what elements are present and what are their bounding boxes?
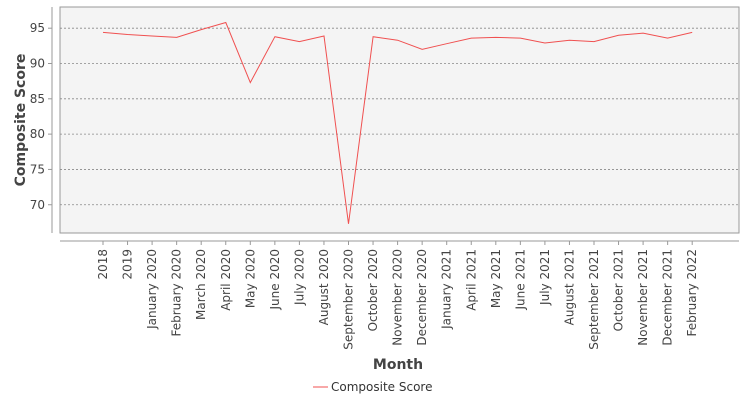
data-point [421, 48, 424, 51]
data-point [372, 35, 375, 38]
y-axis: 70 75 80 85 90 95 [30, 7, 53, 233]
data-point [519, 37, 522, 40]
data-point [617, 34, 620, 37]
x-tick-label: August 2021 [562, 249, 576, 325]
data-point [593, 40, 596, 43]
data-point [691, 31, 694, 34]
x-tick-label: October 2020 [366, 249, 380, 331]
data-point [102, 31, 105, 34]
x-tick-label: January 2021 [440, 249, 454, 330]
x-tick-label: July 2021 [538, 249, 552, 306]
x-tick-label: November 2020 [391, 249, 405, 346]
y-tick-label: 85 [30, 92, 45, 106]
x-tick-label: June 2021 [513, 249, 527, 311]
data-point [642, 32, 645, 35]
x-tick-label: January 2020 [145, 249, 159, 330]
x-tick-label: April 2021 [464, 249, 478, 311]
data-point [568, 39, 571, 42]
data-point [175, 36, 178, 39]
y-tick-label: 80 [30, 127, 45, 141]
data-point [126, 33, 129, 36]
y-tick-label: 75 [30, 162, 45, 176]
x-axis-title: Month [373, 357, 423, 373]
x-tick-label: September 2021 [587, 249, 601, 350]
data-point [224, 21, 227, 24]
y-tick-label: 70 [30, 198, 45, 212]
x-tick-label: May 2020 [243, 249, 257, 308]
x-tick-label: March 2020 [194, 249, 208, 320]
series-group [102, 21, 694, 225]
data-point [200, 28, 203, 31]
x-tick-label: December 2021 [661, 249, 675, 346]
x-tick-label: April 2020 [219, 249, 233, 311]
y-tick-label: 95 [30, 21, 45, 35]
legend: Composite Score [313, 380, 432, 394]
x-tick-label: November 2021 [636, 249, 650, 346]
data-point [273, 35, 276, 38]
data-point [298, 40, 301, 43]
y-tick-label: 90 [30, 57, 45, 71]
x-tick-label: 2018 [96, 249, 110, 280]
x-tick-label: June 2020 [268, 249, 282, 311]
data-point [543, 42, 546, 45]
x-tick-label: 2019 [121, 249, 135, 280]
data-point [666, 37, 669, 40]
x-tick-label: July 2020 [292, 249, 306, 306]
x-tick-label: May 2021 [489, 249, 503, 308]
data-point [494, 36, 497, 39]
y-axis-title: Composite Score [13, 54, 29, 187]
legend-label: Composite Score [331, 380, 432, 394]
grid-lines [60, 27, 739, 206]
series-line [102, 21, 693, 224]
x-tick-label: September 2020 [342, 249, 356, 350]
x-tick-label: February 2020 [170, 249, 184, 337]
data-point [445, 42, 448, 45]
x-axis: 2018 2019 January 2020 February 2020 March 2… [60, 240, 739, 350]
data-point [396, 39, 399, 42]
data-point [470, 37, 473, 40]
x-tick-label: October 2021 [612, 249, 626, 331]
data-point [322, 34, 325, 37]
data-point [347, 222, 350, 225]
plot-area [59, 6, 740, 234]
x-tick-label: December 2020 [415, 249, 429, 346]
x-tick-label: February 2022 [685, 249, 699, 337]
data-point [151, 34, 154, 37]
x-tick-label: August 2020 [317, 249, 331, 325]
data-point [249, 81, 252, 84]
